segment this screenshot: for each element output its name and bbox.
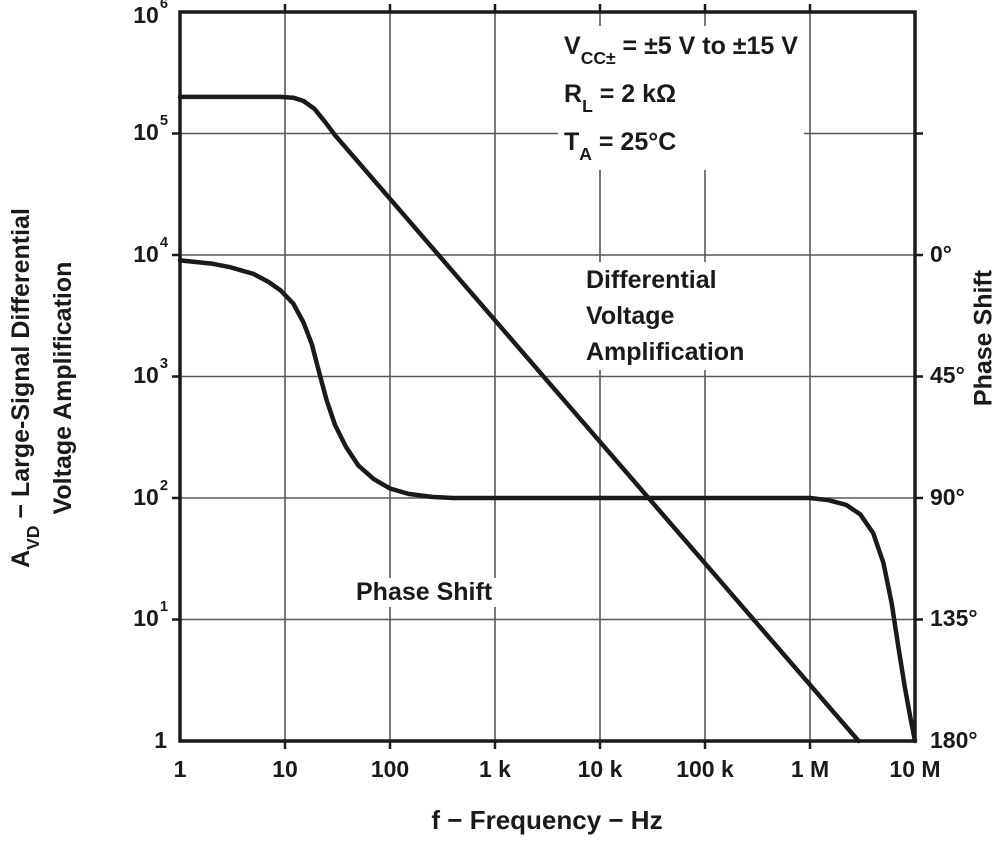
y-left-tick-1e2: 102 [133,477,168,510]
y-right-tick-180: 180° [930,726,978,753]
phase-curve-label: Phase Shift [350,578,499,607]
x-tick-1: 1 [173,756,187,782]
y-left-tick-1e4: 104 [133,234,168,267]
curve-phase-shift [177,258,918,744]
y-right-tick-0: 0° [930,240,952,267]
x-tick-1M: 1 M [790,756,830,782]
x-tick-10M: 10 M [889,756,941,782]
gain-curve-label-line2: Voltage [586,302,675,330]
gain-curve-label-line3: Amplification [586,338,745,366]
x-tick-100: 100 [370,756,410,782]
x-tick-10: 10 [272,756,298,782]
y-left-tick-1e5: 105 [133,112,168,145]
condition-rl: RL = 2 kΩ [564,80,677,116]
y-left-axis-title-line2: Voltage Amplification [49,261,77,515]
x-tick-10k: 10 k [577,756,623,782]
condition-vcc: VCC± = ±5 V to ±15 V [564,32,798,68]
y-right-tick-135: 135° [930,604,978,631]
y-left-tick-1e1: 101 [133,598,168,631]
y-left-axis-title: AVD − Large-Signal Differential Voltage … [4,208,80,568]
x-axis-title: f − Frequency − Hz [431,805,663,835]
x-tick-100k: 100 k [676,756,734,782]
y-left-axis-title-line1: AVD − Large-Signal Differential [7,208,43,568]
x-tick-1k: 1 k [479,756,511,782]
gain-curve-label: Differential Voltage Amplification [580,262,751,370]
test-conditions: VCC± = ±5 V to ±15 V RL = 2 kΩ TA = 25°C [558,26,804,170]
y-right-tick-45: 45° [930,361,965,388]
y-right-axis-title: Phase Shift [969,269,998,407]
gain-curve-label-line1: Differential [586,266,717,294]
y-left-tick-1e6: 106 [133,0,168,28]
y-right-tick-90: 90° [930,483,965,510]
curve-differential-voltage-amplification [177,94,861,744]
condition-ta: TA = 25°C [564,128,677,164]
y-left-tick-1e3: 103 [133,355,168,388]
y-left-tick-1: 1 [154,726,167,753]
